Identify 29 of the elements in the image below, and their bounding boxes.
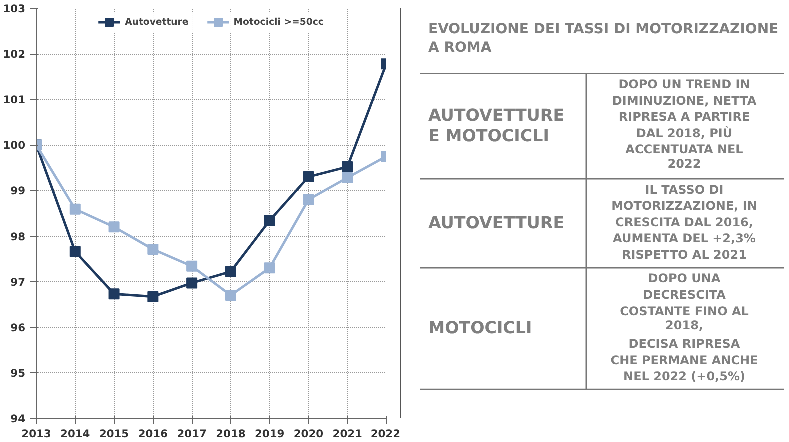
text: IL TASSO DI MOTORIZZAZIONE, IN CRESCITA DAL 2016, AUMENTA DEL +2,3% RISPETTO AL 2021 <box>612 182 758 262</box>
text: AUTOVETTURE E MOTOCICLI <box>428 106 565 146</box>
y-tick-label: 97 <box>10 276 26 289</box>
x-tick-label: 2021 <box>332 428 362 440</box>
y-tick-label: 103 <box>3 2 26 16</box>
y-tick-label: 98 <box>10 230 26 244</box>
x-tick-label: 2013 <box>22 428 52 440</box>
y-tick-label: 95 <box>10 366 26 380</box>
x-tick-label: 2014 <box>60 428 90 440</box>
x-tick-label: 2018 <box>216 428 246 440</box>
y-tick-label: 99 <box>10 184 26 198</box>
y-tick-label: 94 <box>10 412 26 426</box>
y-tick-label: 96 <box>10 321 26 334</box>
x-tick-label: 2020 <box>294 428 324 440</box>
y-tick-label: 102 <box>3 48 26 62</box>
x-tick-label: 2017 <box>177 428 207 440</box>
y-tick-label: 101 <box>3 94 26 107</box>
text: DOPO UN TREND IN DIMINUZIONE, NETTA RIPRESA A PARTIRE DAL 2018, PIÙ ACCENTUATA NEL 2022 <box>612 77 758 171</box>
text: DOPO UNA DECRESCITA COSTANTE FINO AL 2018, DECISA RIPRESA CHE PERMANE ANCHE NEL 2022 (+0,5%) <box>610 272 758 384</box>
x-tick-label: 2015 <box>99 428 130 440</box>
y-tick-label: 100 <box>3 139 26 152</box>
text: EVOLUZIONE DEI TASSI DI MOTORIZZAZIONE A ROMA <box>428 22 779 56</box>
x-tick-label: 2022 <box>370 428 401 440</box>
legend-label: Autovetture <box>125 16 189 28</box>
x-tick-label: 2019 <box>255 428 285 440</box>
text: AUTOVETTURE <box>428 213 565 232</box>
text: MOTOCICLI <box>428 318 532 338</box>
x-tick-label: 2016 <box>138 428 168 440</box>
legend-label: Motocicli >=50cc <box>234 16 324 28</box>
